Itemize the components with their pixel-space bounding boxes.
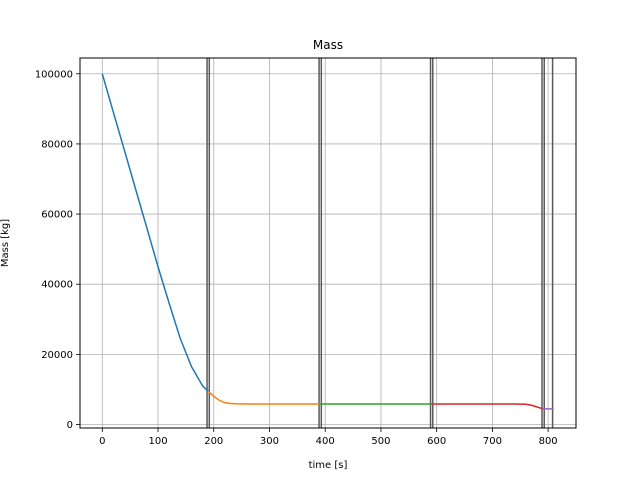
x-tick-label: 800 [539,436,558,447]
x-tick-label: 500 [371,436,390,447]
grid [80,58,576,428]
x-tick-label: 400 [316,436,335,447]
y-axis-label: Mass [kg] [0,219,11,267]
plot-frame [79,57,577,429]
y-tick-label: 100000 [35,69,73,80]
y-tick-label: 0 [67,420,73,431]
y-tick-label: 80000 [41,139,73,150]
x-tick-label: 100 [148,436,167,447]
x-tick-label: 600 [427,436,446,447]
y-tick-label: 40000 [41,280,73,291]
x-tick-label: 200 [204,436,223,447]
x-axis-label: time [s] [309,460,348,471]
series-lines [101,73,554,410]
chart-title: Mass [313,38,343,52]
x-tick-label: 0 [99,436,105,447]
y-axis-ticks: 0 20000 40000 60000 80000 100000 [35,69,80,431]
series-line-1 [101,73,209,392]
y-tick-label: 20000 [41,350,73,361]
phase-boundaries [206,58,554,428]
x-axis-ticks: 0 100 200 300 400 500 600 700 800 [99,428,558,447]
x-tick-label: 700 [483,436,502,447]
series-line-4 [431,403,543,410]
y-tick-label: 60000 [41,210,73,221]
x-tick-label: 300 [260,436,279,447]
series-line-2 [207,390,320,405]
